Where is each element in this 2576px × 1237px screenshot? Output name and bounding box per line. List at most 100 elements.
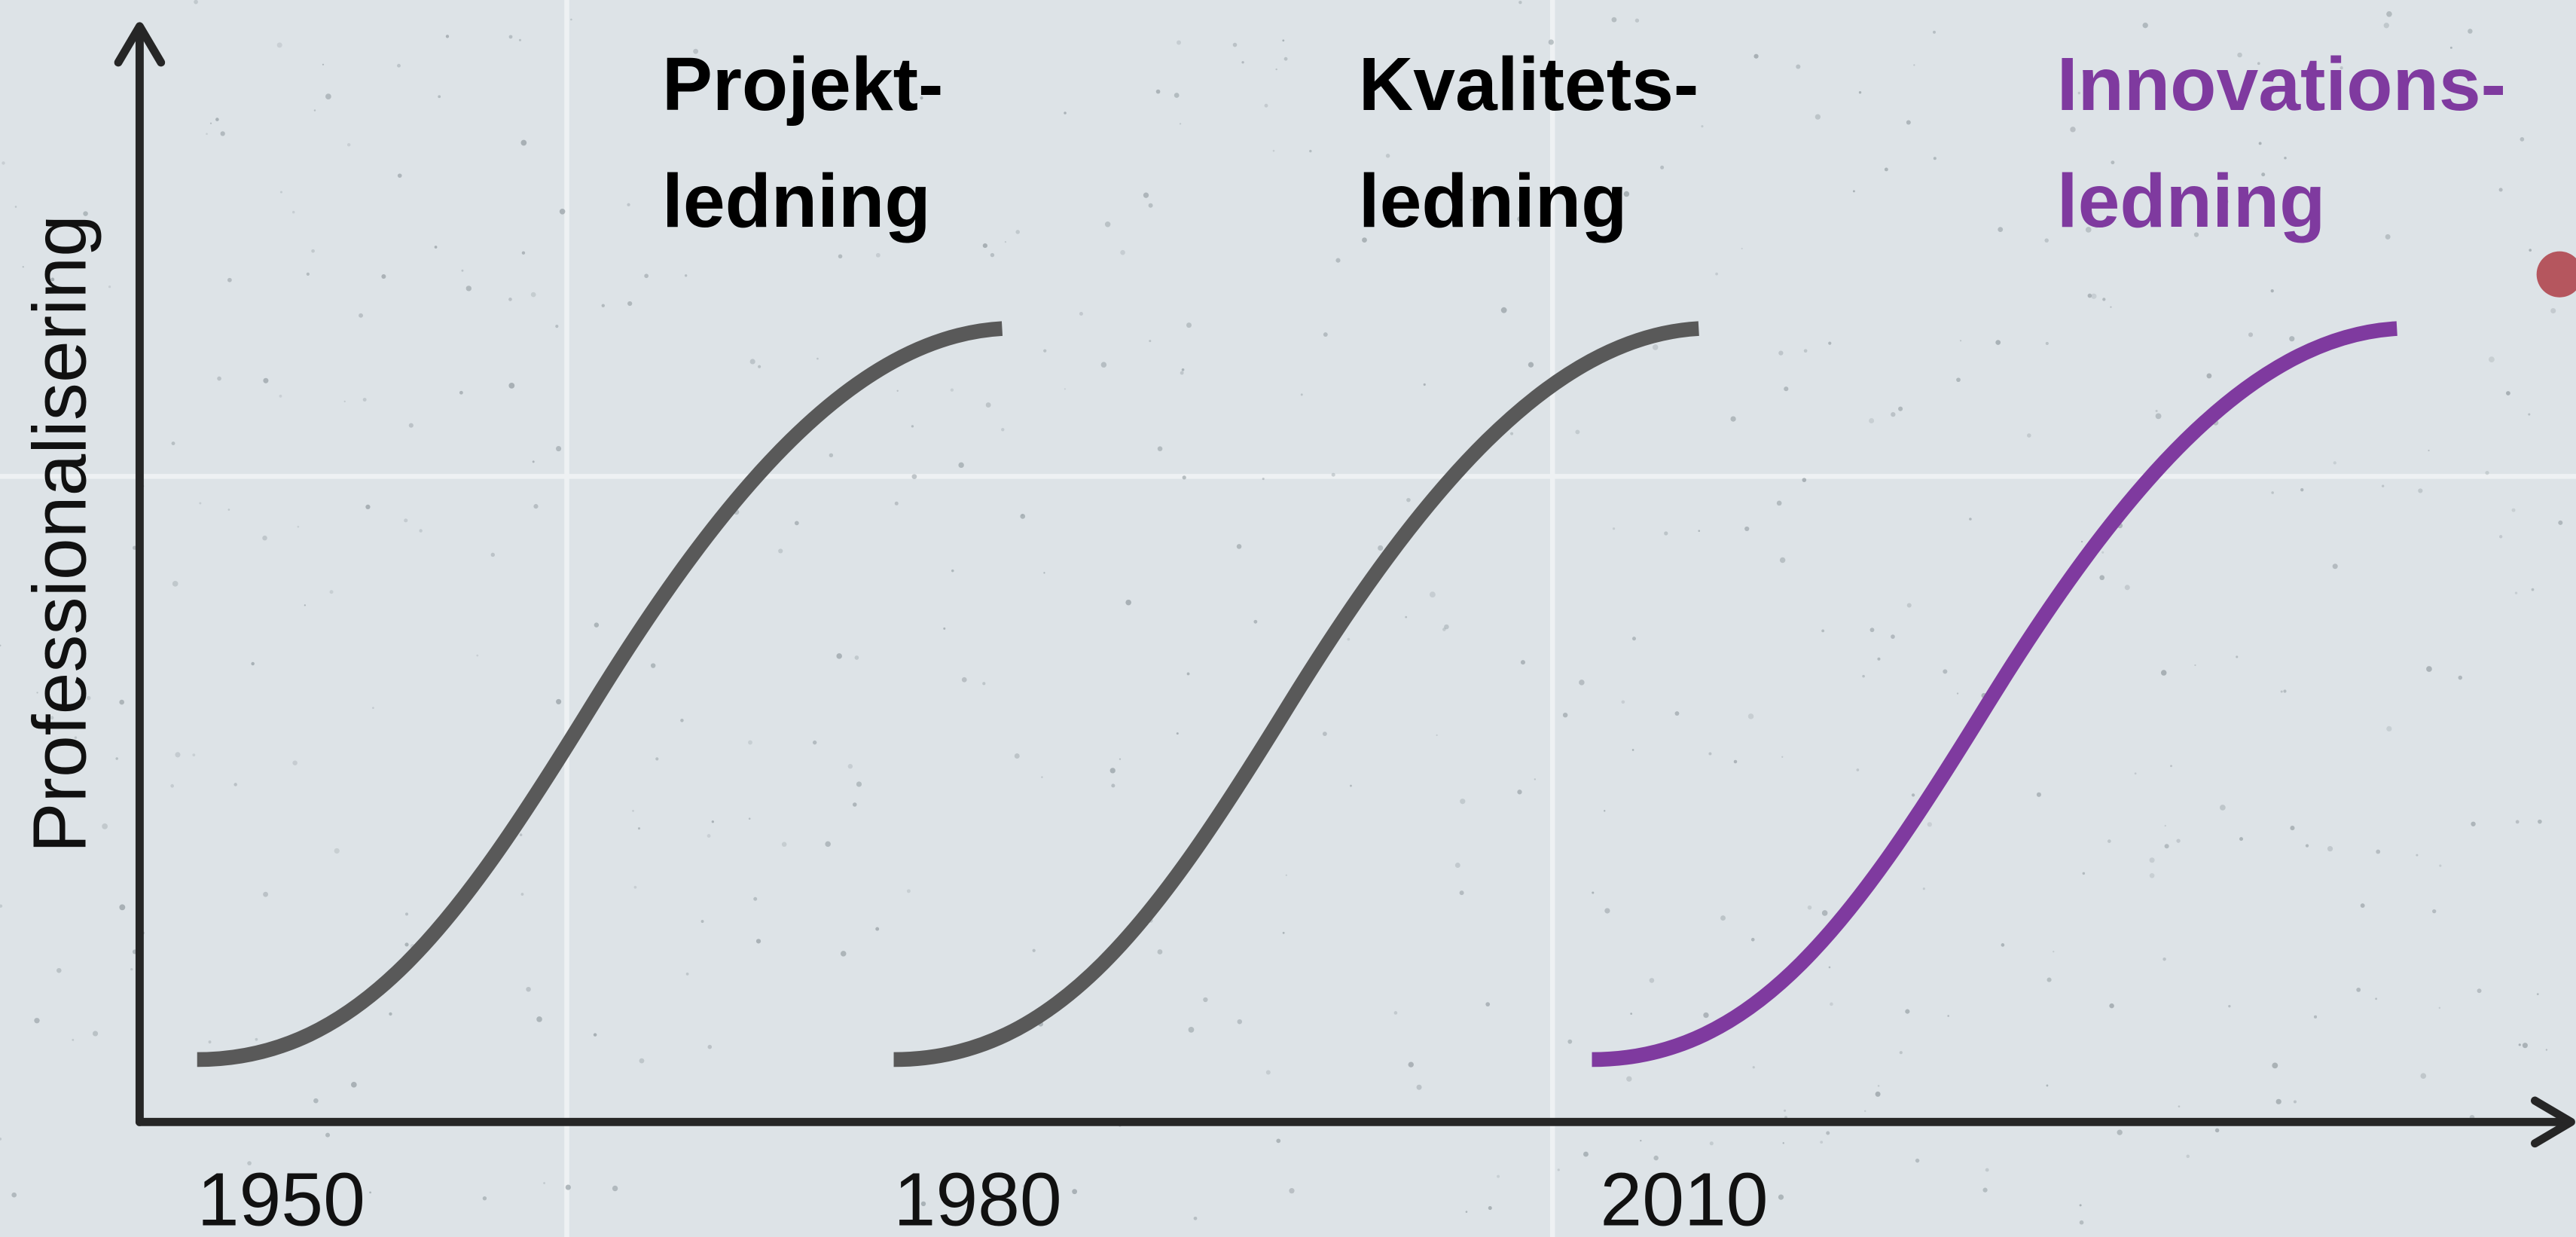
speckle [1193, 1216, 1198, 1220]
speckle [476, 654, 479, 657]
speckle [2070, 127, 2076, 133]
speckle [351, 1082, 357, 1088]
speckle [530, 292, 536, 298]
speckle [1289, 1188, 1295, 1194]
speckle [1956, 377, 1961, 383]
speckle [1905, 1009, 1910, 1014]
speckle [2458, 69, 2461, 72]
speckle [1237, 1019, 1243, 1025]
speckle [1906, 603, 1912, 608]
speckle [2109, 1003, 2114, 1009]
speckle [2528, 413, 2531, 416]
speckle [1969, 518, 1972, 521]
speckle [1778, 1194, 1784, 1200]
speckle [2206, 373, 2212, 379]
speckle [2079, 1204, 2082, 1207]
speckle [2375, 997, 2378, 1000]
speckle [2313, 1015, 2318, 1019]
speckle [313, 109, 316, 111]
speckle [1470, 198, 1473, 201]
speckle [1915, 1158, 1920, 1163]
speckle [1575, 429, 1580, 435]
speckle [1858, 91, 1862, 94]
speckle [2066, 210, 2069, 213]
speckle [2515, 820, 2520, 824]
year-label: 2010 [1600, 1158, 1768, 1237]
speckle [313, 1098, 319, 1104]
speckle [1460, 799, 1466, 805]
speckle [836, 653, 842, 659]
speckle [1956, 692, 1959, 695]
speckle [1911, 793, 1915, 797]
speckle [1652, 344, 1659, 350]
speckle [1276, 1138, 1281, 1144]
speckle [1592, 891, 1595, 894]
speckle [593, 1033, 597, 1037]
speckle [1579, 680, 1585, 686]
speckle [707, 1044, 713, 1049]
speckle [2027, 433, 2031, 438]
speckle [1779, 557, 1786, 564]
speckle [1119, 758, 1122, 760]
speckle [1828, 966, 1831, 969]
speckle [404, 942, 409, 947]
speckle [381, 274, 386, 279]
speckle [2248, 332, 2254, 338]
speckle [2383, 23, 2389, 29]
speckle [2529, 249, 2532, 252]
speckle [982, 243, 987, 249]
speckle [1043, 572, 1045, 574]
speckle [1820, 1141, 1824, 1144]
speckle [1708, 752, 1712, 756]
speckle [262, 535, 267, 541]
speckle [276, 42, 282, 48]
speckle [2134, 772, 2137, 775]
speckle [1913, 64, 1915, 66]
speckle [2164, 824, 2166, 827]
speckle [2194, 664, 2196, 667]
speckle [215, 118, 219, 121]
speckle [1262, 478, 1265, 481]
speckle [1186, 322, 1192, 328]
label-line: Kvalitets- [1359, 42, 1699, 127]
speckle [251, 661, 255, 666]
speckle [894, 501, 899, 505]
speckle [172, 581, 179, 587]
speckle [2170, 765, 2172, 768]
speckle [404, 518, 408, 523]
speckle [2124, 585, 2130, 591]
speckle [555, 325, 559, 328]
speckle [1784, 386, 1789, 392]
speckle [781, 841, 787, 848]
speckle [896, 389, 899, 392]
speckle [1174, 93, 1180, 98]
speckle [650, 663, 656, 668]
speckle [700, 920, 704, 923]
speckle [2514, 591, 2518, 594]
speckle [92, 1031, 99, 1037]
speckle [1385, 154, 1390, 158]
speckle [2236, 655, 2239, 658]
speckle [2220, 805, 2226, 811]
speckle [2087, 293, 2092, 298]
speckle [2239, 837, 2244, 841]
speckle [1186, 672, 1190, 676]
speckle [1947, 1015, 1949, 1017]
speckle [1747, 713, 1754, 719]
speckle [86, 695, 91, 701]
speckle [2107, 839, 2111, 843]
y-arrow [114, 22, 166, 67]
speckle [1933, 30, 1936, 34]
speckle [1750, 937, 1755, 942]
speckle [639, 1058, 645, 1064]
speckle [1875, 1091, 1881, 1097]
speckle [1004, 241, 1007, 243]
speckle [1640, 1139, 1642, 1142]
speckle [1429, 591, 1436, 598]
speckle [1177, 40, 1181, 45]
speckle [1778, 350, 1784, 356]
speckle [459, 390, 463, 395]
speckle [1282, 931, 1285, 934]
speckle [565, 1184, 571, 1190]
speckle [2327, 846, 2333, 852]
